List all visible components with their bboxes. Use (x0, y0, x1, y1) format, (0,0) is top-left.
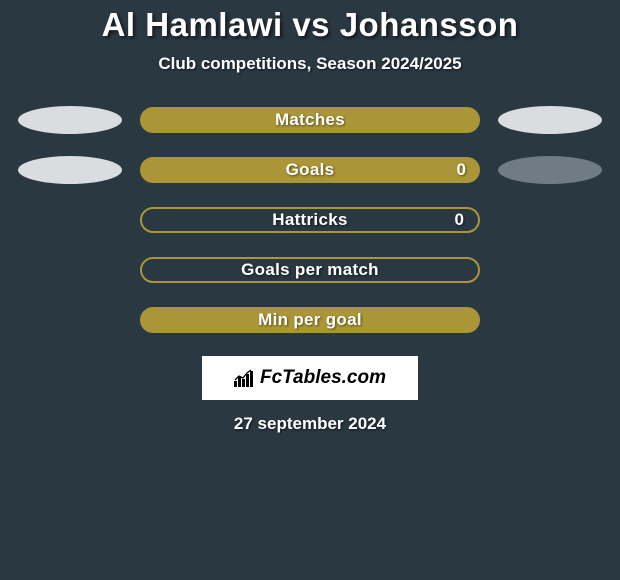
spacer (18, 256, 122, 284)
stat-label: Goals per match (241, 260, 379, 280)
stat-bar-min-per-goal: Min per goal (140, 307, 480, 333)
stat-label: Hattricks (272, 210, 347, 230)
player1-avatar-placeholder (18, 106, 122, 134)
stat-bar-goals: Goals 0 (140, 157, 480, 183)
logo-text: FcTables.com (260, 367, 386, 389)
player2-value-placeholder (498, 156, 602, 184)
spacer (498, 256, 602, 284)
stat-row-goals: Goals 0 (0, 156, 620, 184)
stat-bar-hattricks: Hattricks 0 (140, 207, 480, 233)
stat-value-right: 0 (457, 160, 466, 180)
stat-label: Matches (275, 110, 345, 130)
stat-row-hattricks: Hattricks 0 (0, 206, 620, 234)
comparison-infographic: Al Hamlawi vs Johansson Club competition… (0, 0, 620, 434)
stat-row-goals-per-match: Goals per match (0, 256, 620, 284)
spacer (18, 206, 122, 234)
stat-row-matches: Matches (0, 106, 620, 134)
stat-label: Goals (286, 160, 335, 180)
fctables-logo: FcTables.com (202, 356, 418, 400)
page-title: Al Hamlawi vs Johansson (0, 6, 620, 44)
player2-avatar-placeholder (498, 106, 602, 134)
stat-bar-goals-per-match: Goals per match (140, 257, 480, 283)
spacer (498, 306, 602, 334)
bar-chart-icon (234, 369, 256, 387)
spacer (498, 206, 602, 234)
stat-bar-matches: Matches (140, 107, 480, 133)
date-label: 27 september 2024 (0, 414, 620, 434)
player1-value-placeholder (18, 156, 122, 184)
spacer (18, 306, 122, 334)
stat-label: Min per goal (258, 310, 362, 330)
stat-value-right: 0 (455, 210, 464, 230)
page-subtitle: Club competitions, Season 2024/2025 (0, 54, 620, 74)
stat-row-min-per-goal: Min per goal (0, 306, 620, 334)
